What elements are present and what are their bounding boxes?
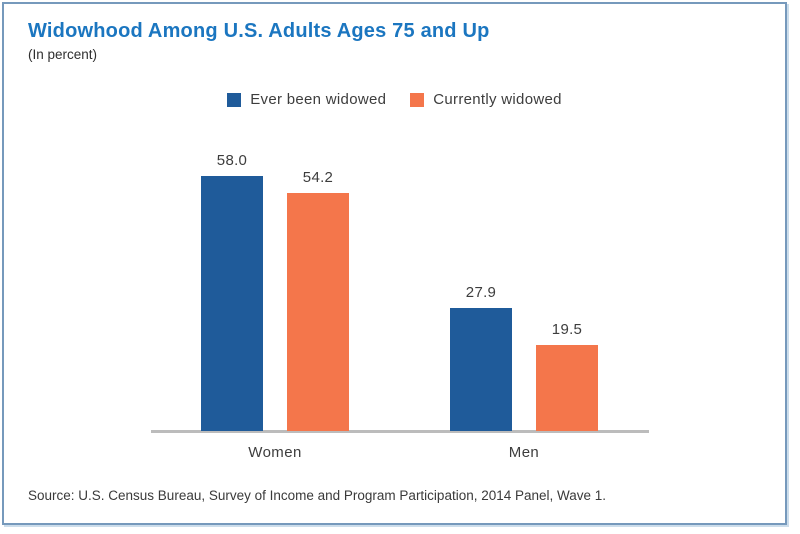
bar	[201, 176, 263, 431]
bar	[287, 193, 349, 431]
legend: Ever been widowed Currently widowed	[4, 91, 785, 108]
bar-column: 19.5	[536, 321, 598, 431]
legend-label: Ever been widowed	[250, 91, 387, 108]
bar-value-label: 58.0	[216, 152, 248, 169]
bar-group-women: 58.0 54.2	[201, 152, 349, 431]
chart-subtitle: (In percent)	[28, 47, 98, 62]
chart-frame: Widowhood Among U.S. Adults Ages 75 and …	[2, 2, 787, 525]
bar-value-label: 19.5	[551, 321, 583, 338]
legend-item-currently-widowed: Currently widowed	[410, 91, 561, 108]
bar-column: 54.2	[287, 169, 349, 431]
x-axis-baseline	[151, 430, 649, 433]
category-label-men: Men	[508, 444, 540, 461]
bar-column: 58.0	[201, 152, 263, 431]
bar	[536, 345, 598, 431]
legend-swatch-orange	[410, 92, 425, 107]
plot-area: 58.0 54.2 Women 27.9 19.5 Men	[4, 106, 785, 461]
bar-group-men: 27.9 19.5	[450, 284, 598, 431]
legend-item-ever-widowed: Ever been widowed	[227, 91, 386, 108]
source-note: Source: U.S. Census Bureau, Survey of In…	[28, 488, 607, 503]
chart-title: Widowhood Among U.S. Adults Ages 75 and …	[28, 20, 490, 42]
legend-swatch-blue	[227, 92, 242, 107]
bar-value-label: 54.2	[302, 169, 334, 186]
bar	[450, 308, 512, 431]
legend-label: Currently widowed	[433, 91, 562, 108]
bar-column: 27.9	[450, 284, 512, 431]
bar-value-label: 27.9	[465, 284, 497, 301]
category-label-women: Women	[248, 444, 302, 461]
